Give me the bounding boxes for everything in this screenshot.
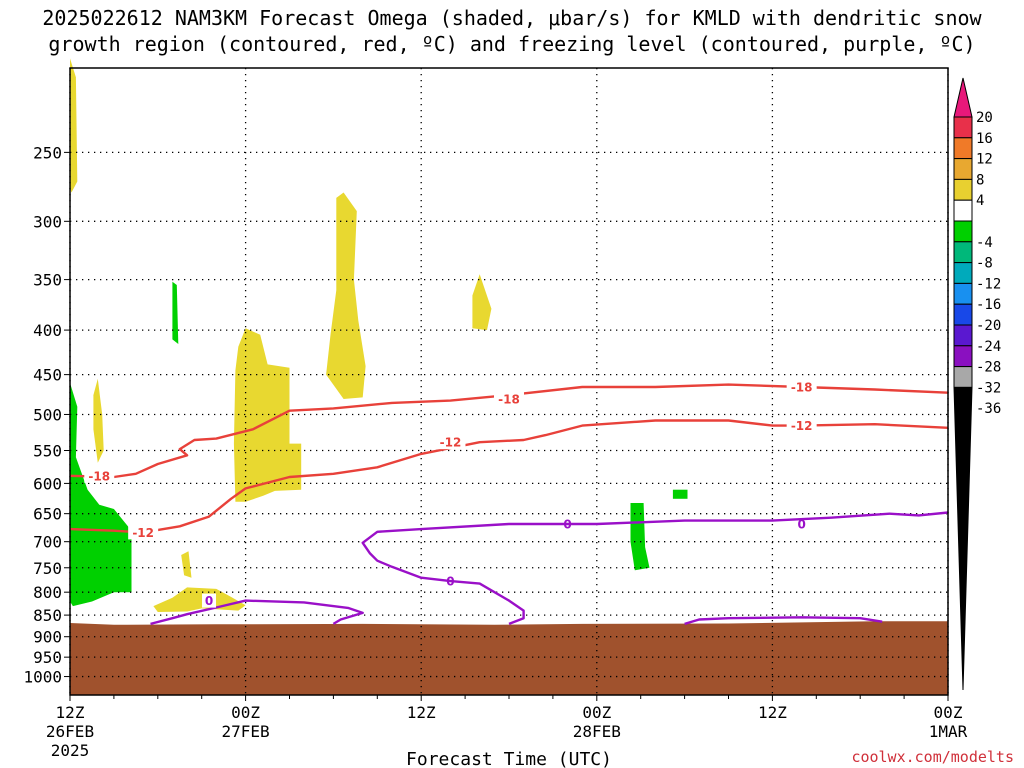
contour-line-freezing: [361, 511, 949, 626]
colorbar-label: 20: [976, 110, 993, 126]
contour-label-bg: [786, 418, 817, 433]
colorbar-segment: [953, 178, 973, 201]
omega-region-negative: [70, 382, 132, 607]
contour-label: -12: [440, 436, 462, 450]
contour-label: -12: [791, 419, 813, 433]
y-tick-label: 450: [33, 366, 62, 385]
x-tick-date: 26FEB: [46, 722, 94, 741]
contour-label-bg: [786, 380, 817, 395]
y-tick-label: 1000: [23, 668, 62, 687]
contour-label-bg: [202, 593, 217, 608]
omega-region-positive: [181, 551, 192, 578]
omega-shading: [70, 58, 688, 612]
contour-label-bg: [435, 435, 466, 450]
contour-line-freezing: [150, 599, 364, 626]
x-tick-label: 00Z: [934, 703, 963, 722]
y-tick-label: 300: [33, 212, 62, 231]
colorbar-label: -4: [976, 235, 993, 251]
omega-region-positive: [93, 378, 104, 463]
source-credit: coolwx.com/modelts: [851, 748, 1014, 766]
colorbar-label: -20: [976, 318, 1001, 334]
chart-title-line-2: growth region (contoured, red, ºC) and f…: [48, 32, 975, 56]
colorbar-label: 12: [976, 152, 993, 168]
colorbar-segment: [953, 303, 973, 326]
contour-label: -18: [791, 381, 813, 395]
contour-line-freezing: [684, 616, 883, 626]
y-tick-label: 700: [33, 533, 62, 552]
y-tick-label: 250: [33, 143, 62, 162]
colorbar-segment: [953, 116, 973, 139]
colorbar-segment: [953, 137, 973, 160]
chart-title-line-1: 2025022612 NAM3KM Forecast Omega (shaded…: [42, 6, 982, 30]
colorbar-label: -24: [976, 339, 1001, 355]
y-tick-label: 750: [33, 559, 62, 578]
colorbar-bottom-arrow: [953, 386, 973, 691]
plot-grid: [69, 68, 949, 695]
colorbar-segment: [953, 345, 973, 368]
omega-region-negative: [672, 489, 688, 499]
contour-label: -18: [498, 393, 520, 407]
colorbar-label: -12: [976, 276, 1001, 292]
x-tick-date: 27FEB: [222, 722, 270, 741]
colorbar-label: -28: [976, 360, 1001, 376]
colorbar-segment: [953, 241, 973, 264]
contour-label: -18: [88, 469, 110, 483]
y-tick-label: 500: [33, 405, 62, 424]
colorbar-segment: [953, 366, 973, 388]
contour-line-dgz: [69, 419, 949, 534]
y-tick-label: 550: [33, 442, 62, 461]
y-tick-label: 900: [33, 628, 62, 647]
omega-region-negative: [172, 281, 179, 344]
omega-region-positive: [233, 328, 302, 502]
contour-label-bg: [84, 468, 115, 483]
y-tick-label: 650: [33, 505, 62, 524]
omega-region-positive: [472, 274, 492, 331]
ground-below-surface: [70, 621, 948, 695]
colorbar-top-arrow: [953, 77, 973, 118]
x-tick-date: 1MAR: [929, 722, 968, 741]
colorbar-label: -32: [976, 380, 1001, 396]
y-tick-label: 600: [33, 474, 62, 493]
x-tick-label: 12Z: [758, 703, 787, 722]
x-tick-date: 28FEB: [573, 722, 621, 741]
y-tick-label: 950: [33, 648, 62, 667]
x-tick-label: 00Z: [582, 703, 611, 722]
x-tick-year: 2025: [51, 741, 90, 760]
colorbar-label: -8: [976, 256, 993, 272]
contour-label-bg: [494, 392, 524, 407]
contour-line-dgz: [69, 383, 949, 479]
x-tick-label: 12Z: [56, 703, 85, 722]
colorbar-segment: [953, 199, 973, 222]
colorbar-label: 4: [976, 193, 984, 209]
contour-label-bg: [128, 525, 159, 540]
y-tick-label: 800: [33, 583, 62, 602]
contour-label: 0: [797, 517, 805, 531]
pressure-axis: 250 300 350 400 450 500 550 600 650 700 750 800 850 9…: [23, 143, 70, 687]
y-tick-label: 850: [33, 606, 62, 625]
colorbar-label: 16: [976, 131, 993, 147]
omega-colorbar: 20 16 12 8 4 -4 -8 -12 -16 -20 -24 -28 -32 -36: [953, 77, 1001, 691]
x-tick-label: 12Z: [407, 703, 436, 722]
omega-region-positive: [153, 587, 246, 612]
x-tick-label: 00Z: [231, 703, 260, 722]
colorbar-segment: [953, 282, 973, 305]
colorbar-label: 8: [976, 172, 984, 188]
omega-region-negative: [630, 503, 650, 571]
colorbar-label: -16: [976, 297, 1001, 313]
omega-region-positive: [326, 192, 366, 399]
contour-label: -12: [132, 526, 154, 540]
colorbar-segment: [953, 324, 973, 347]
colorbar-label: -36: [976, 401, 1001, 417]
x-axis-title: Forecast Time (UTC): [406, 749, 612, 768]
colorbar-segment: [953, 262, 973, 284]
omega-region-positive: [70, 58, 78, 193]
colorbar-segment: [953, 220, 973, 243]
contour-label: 0: [205, 594, 213, 608]
y-tick-label: 350: [33, 271, 62, 290]
y-tick-label: 400: [33, 321, 62, 340]
colorbar-segment: [953, 158, 973, 180]
